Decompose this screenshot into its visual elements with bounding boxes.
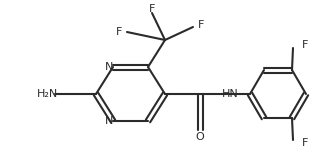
Text: F: F [116, 27, 122, 37]
Text: F: F [149, 4, 155, 14]
Text: HN: HN [222, 89, 238, 99]
Text: H₂N: H₂N [36, 89, 58, 99]
Text: F: F [302, 138, 308, 148]
Text: F: F [198, 20, 204, 30]
Text: O: O [196, 132, 204, 142]
Text: N: N [105, 116, 113, 126]
Text: N: N [105, 62, 113, 72]
Text: F: F [302, 40, 308, 50]
